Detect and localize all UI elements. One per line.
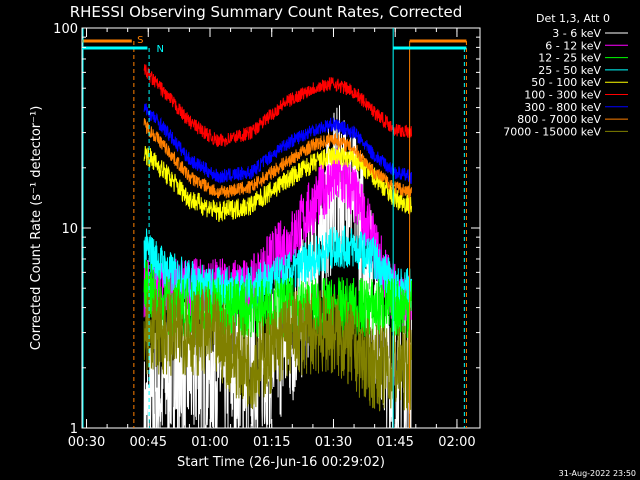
- series-line-7: [143, 103, 412, 184]
- legend-label-2: 6 - 12 keV: [545, 39, 601, 52]
- legend-label-7: 300 - 800 keV: [524, 101, 601, 114]
- x-tick-label: 00:45: [130, 435, 167, 450]
- x-tick-label: 02:00: [438, 435, 475, 450]
- legend-label-6: 100 - 300 keV: [524, 89, 601, 102]
- y-axis-label: Corrected Count Rate (s⁻¹ detector⁻¹): [29, 106, 44, 351]
- legend-label-1: 3 - 6 keV: [552, 27, 601, 40]
- x-tick-label: 01:30: [315, 435, 352, 450]
- x-tick-label: 01:15: [253, 435, 290, 450]
- legend-label-5: 50 - 100 keV: [531, 76, 601, 89]
- n-label: N: [156, 44, 163, 55]
- series-line-8: [143, 118, 412, 199]
- legend-label-9: 7000 - 15000 keV: [503, 125, 601, 138]
- s-label: S: [137, 35, 143, 46]
- x-tick-label: 00:30: [68, 435, 105, 450]
- chart-title: RHESSI Observing Summary Count Rates, Co…: [70, 3, 463, 21]
- y-axis: 1 10 100: [53, 22, 480, 437]
- x-axis-label: Start Time (26-Jun-16 00:29:02): [177, 455, 385, 470]
- y-tick-label: 1: [70, 422, 78, 437]
- x-axis: 00:30 00:45 01:00 01:15 01:30 01:45 02:00: [68, 28, 476, 450]
- series-line-9: [143, 288, 412, 412]
- series-line-4: [143, 225, 412, 310]
- plot-area: SN: [81, 27, 481, 429]
- y-tick-label: 100: [53, 22, 78, 37]
- x-tick-label: 01:00: [191, 435, 228, 450]
- series-layer: [143, 64, 412, 429]
- timestamp: 31-Aug-2022 23:50: [559, 469, 636, 478]
- legend-label-8: 800 - 7000 keV: [517, 113, 601, 126]
- legend-header: Det 1,3, Att 0: [536, 12, 610, 25]
- series-line-6: [143, 64, 412, 148]
- series-line-5: [143, 145, 412, 222]
- x-tick-label: 01:45: [376, 435, 413, 450]
- legend-label-3: 12 - 25 keV: [538, 52, 601, 65]
- legend-label-4: 25 - 50 keV: [538, 64, 601, 77]
- y-tick-label: 10: [61, 222, 78, 237]
